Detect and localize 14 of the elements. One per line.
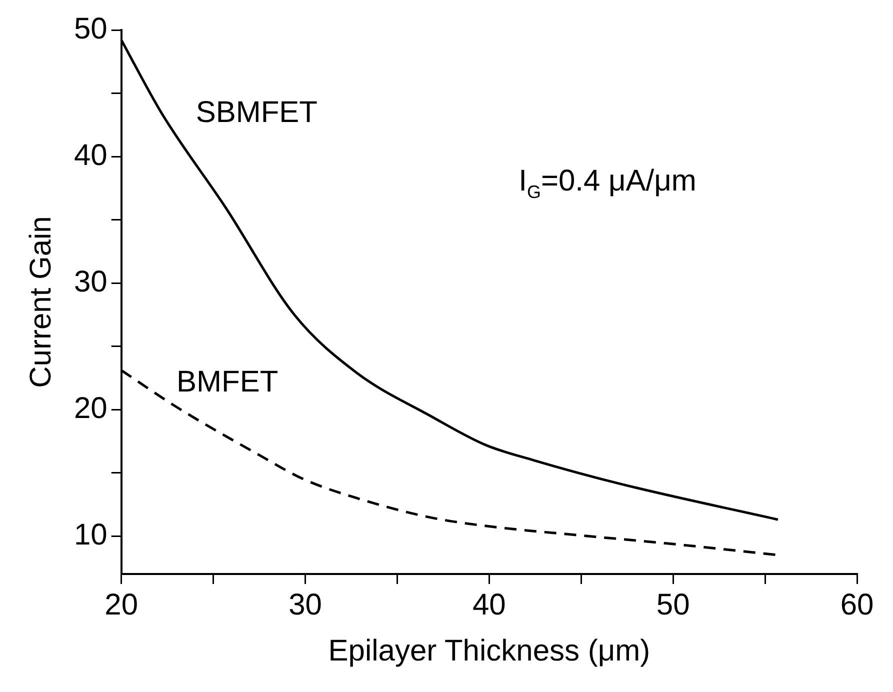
y-tick-label: 20: [74, 392, 108, 425]
x-tick-label: 60: [840, 588, 874, 622]
y-tick-label: 10: [74, 518, 108, 552]
x-tick-label: 30: [288, 588, 322, 622]
y-axis-title: Current Gain: [24, 216, 58, 388]
x-tick-label: 40: [472, 588, 506, 622]
series-label: SBMFET: [196, 96, 318, 129]
x-axis-title: Epilayer Thickness (μm): [328, 634, 650, 668]
y-tick-label: 50: [74, 12, 108, 46]
x-tick-label: 20: [104, 588, 138, 622]
series-label: BMFET: [176, 365, 278, 398]
y-tick-label: 40: [74, 138, 108, 172]
y-tick-label: 30: [74, 265, 108, 298]
x-tick-label: 50: [656, 588, 690, 622]
